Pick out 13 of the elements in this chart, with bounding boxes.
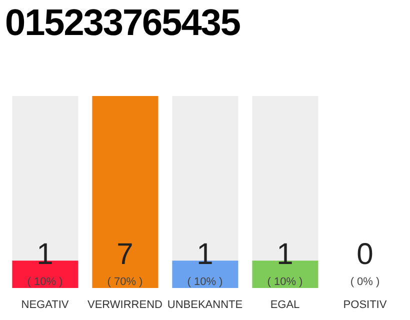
x-tick-label: UNBEKANNTE <box>167 299 243 311</box>
data-label: ( 0% ) <box>350 276 380 288</box>
data-label: ( 10% ) <box>27 276 63 288</box>
data-label: ( 10% ) <box>187 276 223 288</box>
x-tick-label: NEGATIV <box>21 299 70 311</box>
x-tick-label: EGAL <box>270 299 300 311</box>
chart-title: 015233765435 <box>5 2 240 44</box>
annotation: 7 <box>116 238 134 271</box>
x-tick-label: POSITIV <box>343 299 388 311</box>
data-label: ( 10% ) <box>267 276 303 288</box>
x-tick-label: VERWIRREND <box>88 299 163 311</box>
data-label: ( 70% ) <box>107 276 143 288</box>
annotation: 0 <box>356 238 374 271</box>
